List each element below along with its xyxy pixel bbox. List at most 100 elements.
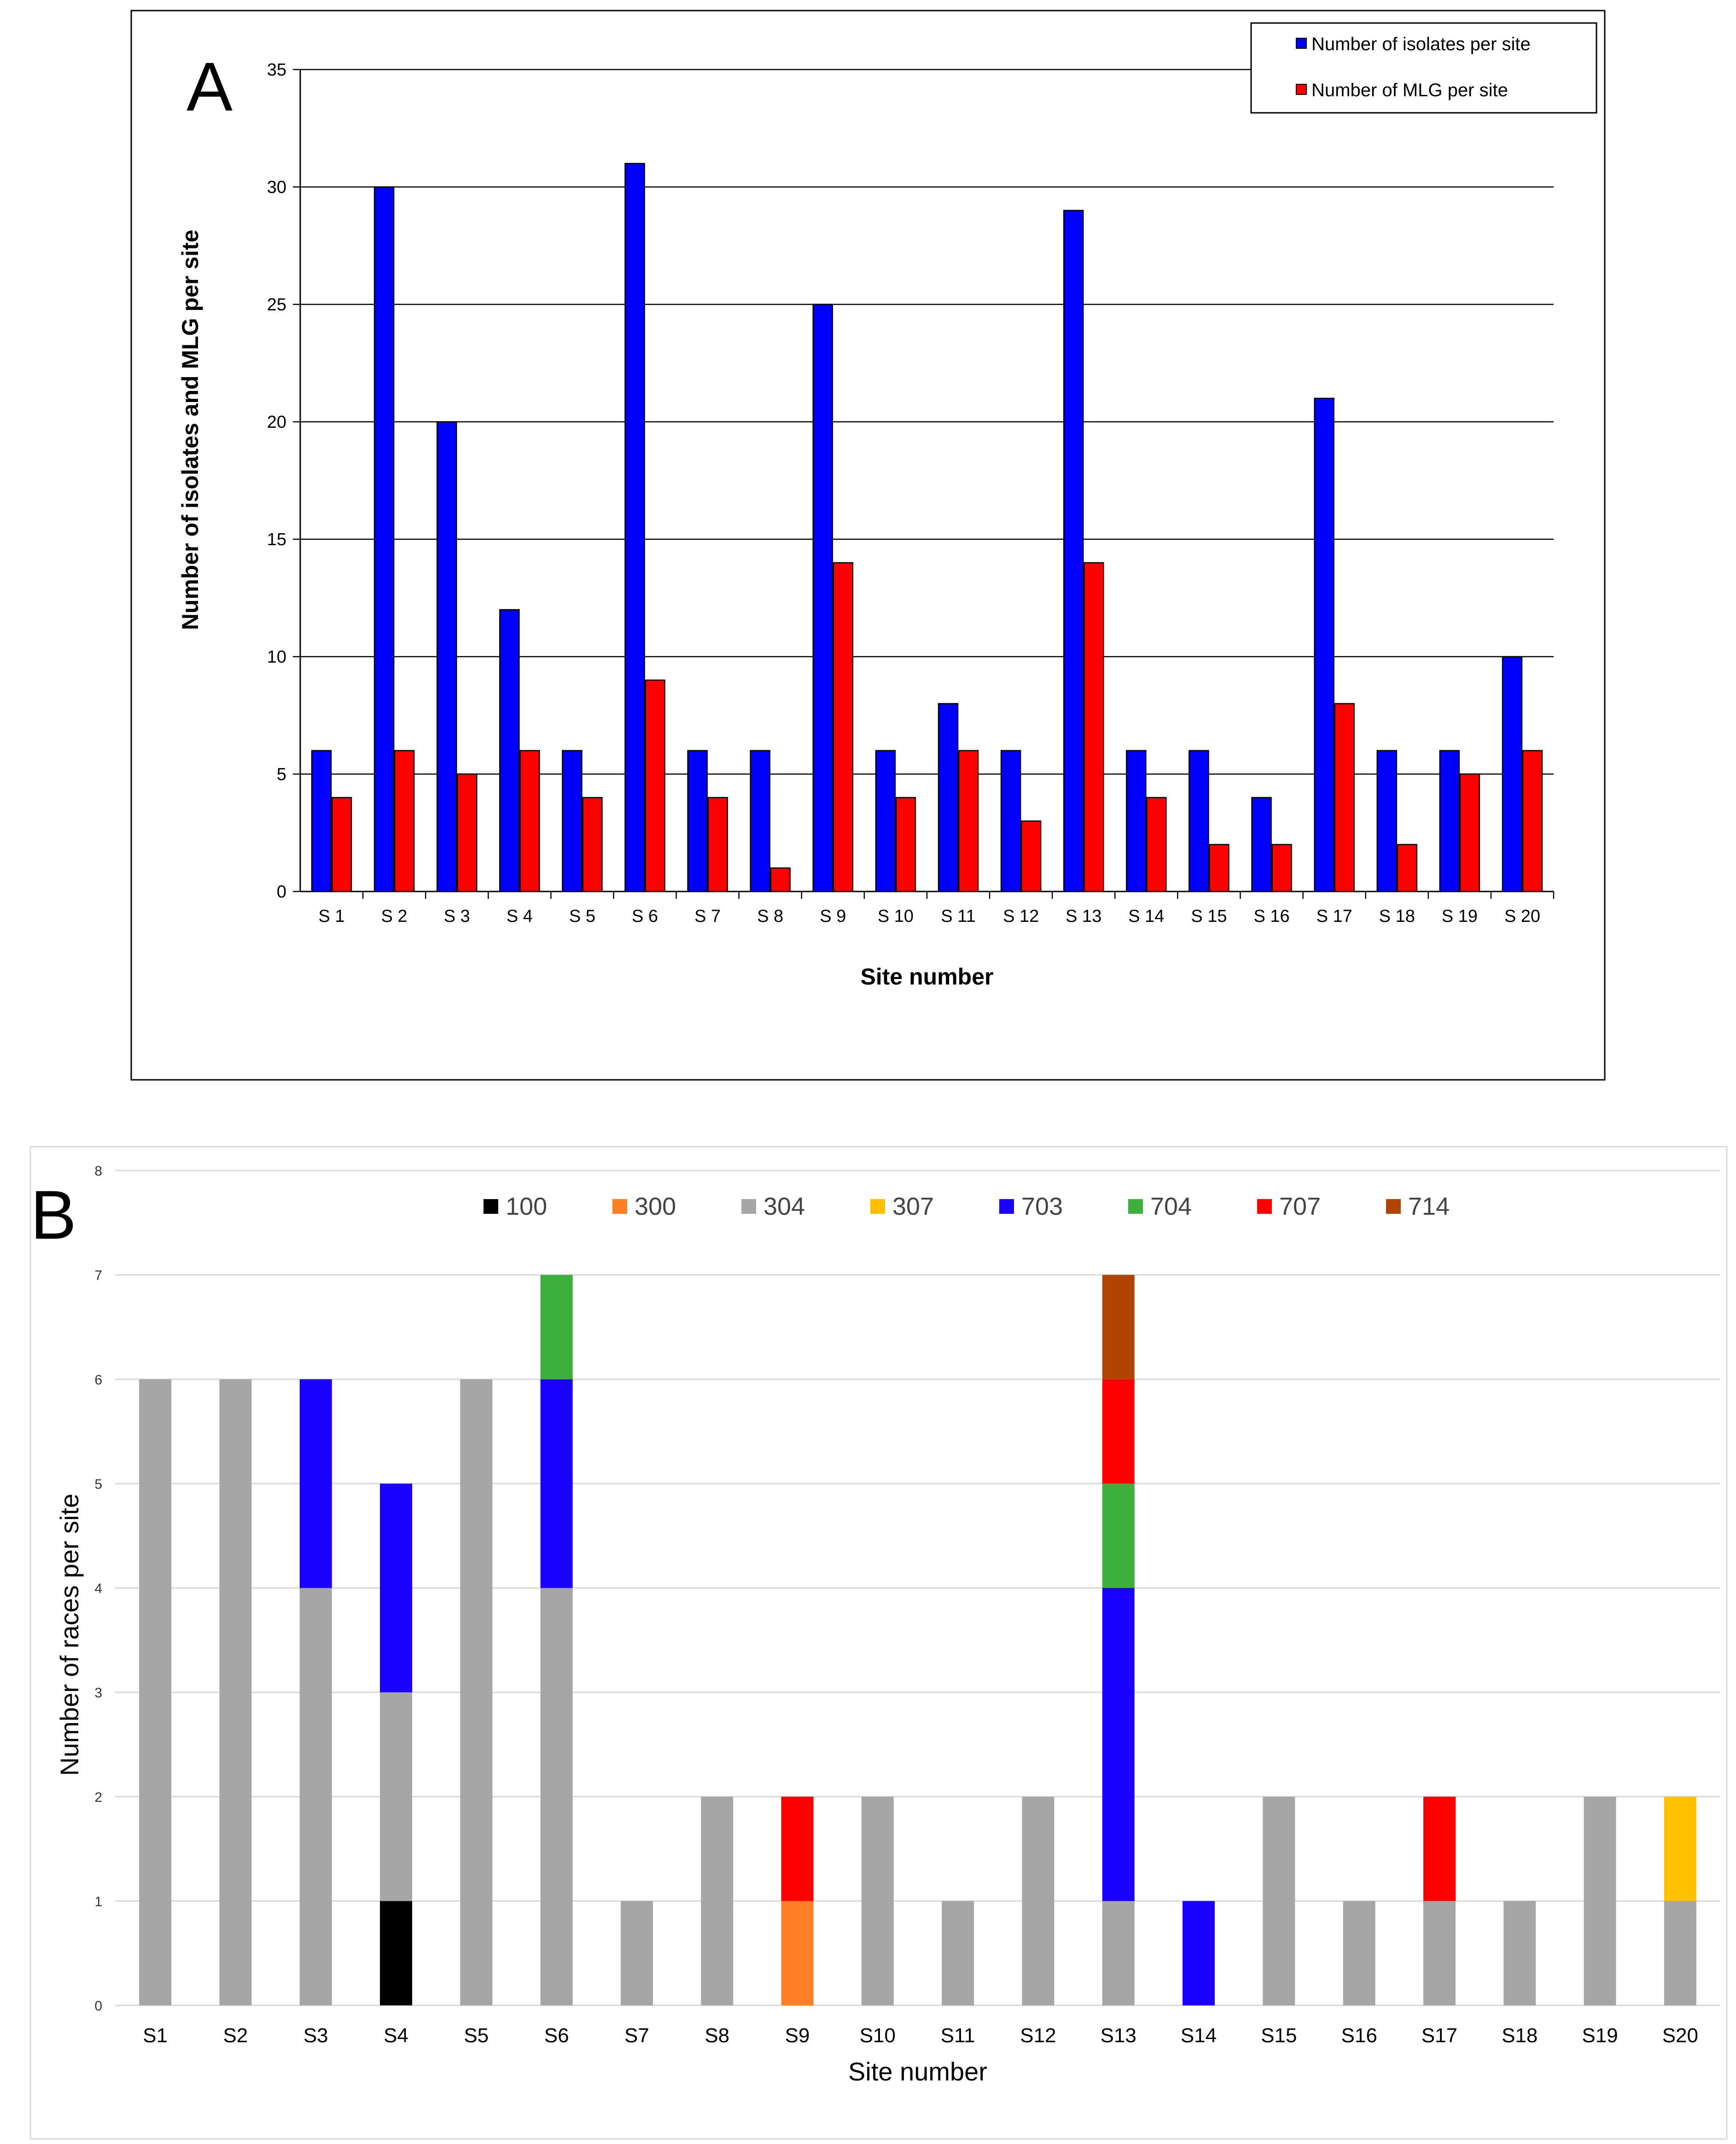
x-tick-label-a: S 10 xyxy=(878,907,914,926)
bar-a-mlg xyxy=(394,750,415,892)
x-tick-label-b: S16 xyxy=(1341,2024,1377,2047)
legend-b-label: 307 xyxy=(892,1193,934,1220)
y-tick-label-b: 5 xyxy=(94,1477,102,1492)
bar-a-mlg xyxy=(1084,562,1104,892)
x-tick-label-a: S 12 xyxy=(1003,907,1039,926)
bar-a-isolates xyxy=(624,163,645,892)
bar-a-mlg xyxy=(1271,844,1292,892)
bar-b-segment-304 xyxy=(460,1379,493,2005)
bar-b-segment-304 xyxy=(942,1901,974,2005)
x-tick-label-a: S 16 xyxy=(1253,907,1289,926)
bar-a-isolates xyxy=(499,609,520,892)
y-tick-label-b: 6 xyxy=(94,1372,102,1387)
bar-b-segment-304 xyxy=(540,1588,573,2005)
y-tick-label-b: 2 xyxy=(94,1790,102,1805)
x-axis-title-a: Site number xyxy=(861,964,994,990)
x-tick-label-a: S 13 xyxy=(1066,907,1101,926)
bar-b-segment-304 xyxy=(1263,1796,1295,2005)
bar-a-mlg xyxy=(770,867,791,892)
y-tick-label-a: 25 xyxy=(267,295,286,315)
bar-b-segment-304 xyxy=(1022,1796,1054,2005)
bar-b-segment-703 xyxy=(1183,1901,1215,2005)
x-tick-label-a: S 2 xyxy=(381,907,408,926)
y-tick-label-a: 15 xyxy=(267,530,286,549)
y-tick-label-a: 30 xyxy=(267,178,286,197)
bar-a-mlg xyxy=(1522,750,1543,892)
x-tick-label-a: S 1 xyxy=(319,907,345,926)
bar-b-segment-304 xyxy=(1584,1796,1616,2005)
bar-a-isolates xyxy=(437,421,457,892)
bar-b-segment-703 xyxy=(380,1483,413,1693)
bar-b-segment-300 xyxy=(781,1901,814,2005)
bar-a-mlg xyxy=(895,797,916,892)
legend-b-swatch xyxy=(999,1199,1014,1214)
x-tick-label-a: S 6 xyxy=(632,907,658,926)
bar-b-segment-304 xyxy=(1664,1901,1696,2005)
x-tick-label-b: S11 xyxy=(941,2024,975,2047)
x-tick-label-b: S1 xyxy=(143,2024,168,2047)
panel-a-letter: A xyxy=(186,48,233,125)
legend-a-label: Number of isolates per site xyxy=(1311,34,1531,54)
legend-b-swatch xyxy=(870,1199,885,1214)
bar-a-isolates xyxy=(562,750,583,892)
bar-b-segment-703 xyxy=(1102,1588,1135,1901)
x-tick-label-b: S5 xyxy=(464,2024,489,2047)
bar-b-segment-304 xyxy=(1102,1901,1135,2005)
bar-b-segment-704 xyxy=(1102,1483,1135,1588)
y-tick-label-b: 4 xyxy=(94,1581,102,1596)
x-tick-label-a: S 20 xyxy=(1504,907,1540,926)
x-tick-label-b: S8 xyxy=(705,2024,729,2047)
bar-a-isolates xyxy=(311,750,332,892)
bar-a-mlg xyxy=(645,679,665,892)
x-tick-label-a: S 19 xyxy=(1442,907,1478,926)
bar-a-mlg xyxy=(1334,703,1355,892)
legend-b-label: 304 xyxy=(763,1193,805,1220)
legend-b-swatch xyxy=(612,1199,627,1214)
x-tick-label-a: S 11 xyxy=(941,907,975,926)
x-tick-label-b: S4 xyxy=(384,2024,408,2047)
bar-a-mlg xyxy=(331,797,352,892)
panel-b-chart: 0 1 2 3 4 5 6 7 8 S1 S2 S3 S4 S5 S6 S7 S8 S9 S10 S11 S12 S13 S… xyxy=(55,1164,1720,2086)
x-tick-label-a: S 3 xyxy=(444,907,470,926)
x-tick-label-a: S 9 xyxy=(820,907,846,926)
y-tick-label-a: 10 xyxy=(267,647,286,667)
x-tick-label-b: S9 xyxy=(785,2024,810,2047)
bar-a-isolates xyxy=(1376,750,1397,892)
panel-b-letter: B xyxy=(30,1176,76,1253)
bar-a-mlg xyxy=(582,797,603,892)
bar-b-segment-304 xyxy=(620,1901,653,2005)
x-tick-label-b: S2 xyxy=(223,2024,248,2047)
bar-b-segment-703 xyxy=(540,1379,573,1588)
legend-b-label: 707 xyxy=(1279,1193,1321,1220)
bar-b-segment-304 xyxy=(1423,1901,1456,2005)
bar-a-mlg xyxy=(958,750,979,892)
x-tick-label-b: S20 xyxy=(1662,2024,1698,2047)
bar-a-isolates xyxy=(1188,750,1209,892)
legend-b-swatch xyxy=(1386,1199,1401,1214)
legend-b-swatch xyxy=(484,1199,498,1214)
bar-a-isolates xyxy=(1126,750,1147,892)
x-tick-label-b: S14 xyxy=(1181,2024,1217,2047)
bar-b-segment-704 xyxy=(540,1275,573,1380)
bar-a-isolates xyxy=(875,750,896,892)
y-tick-label-b: 7 xyxy=(94,1268,102,1283)
y-tick-label-b: 0 xyxy=(94,1998,102,2014)
bar-b-segment-100 xyxy=(380,1901,413,2005)
x-tick-label-b: S13 xyxy=(1101,2024,1136,2047)
x-tick-label-a: S 5 xyxy=(569,907,595,926)
x-tick-label-b: S15 xyxy=(1261,2024,1297,2047)
bar-b-segment-714 xyxy=(1102,1275,1135,1380)
x-tick-label-b: S17 xyxy=(1421,2024,1457,2047)
bar-a-mlg xyxy=(457,773,478,892)
bar-a-isolates xyxy=(812,303,833,892)
bar-a-mlg xyxy=(1397,844,1417,892)
x-tick-label-a: S 8 xyxy=(757,907,783,926)
bar-b-segment-707 xyxy=(1423,1796,1456,1901)
bar-a-isolates xyxy=(1314,397,1334,892)
bar-a-isolates xyxy=(750,750,770,892)
bar-a-isolates xyxy=(373,186,395,892)
legend-b-label: 703 xyxy=(1021,1193,1063,1220)
x-tick-label-b: S18 xyxy=(1502,2024,1538,2047)
legend-b-swatch xyxy=(1128,1199,1143,1214)
bar-a-isolates xyxy=(1251,797,1272,892)
